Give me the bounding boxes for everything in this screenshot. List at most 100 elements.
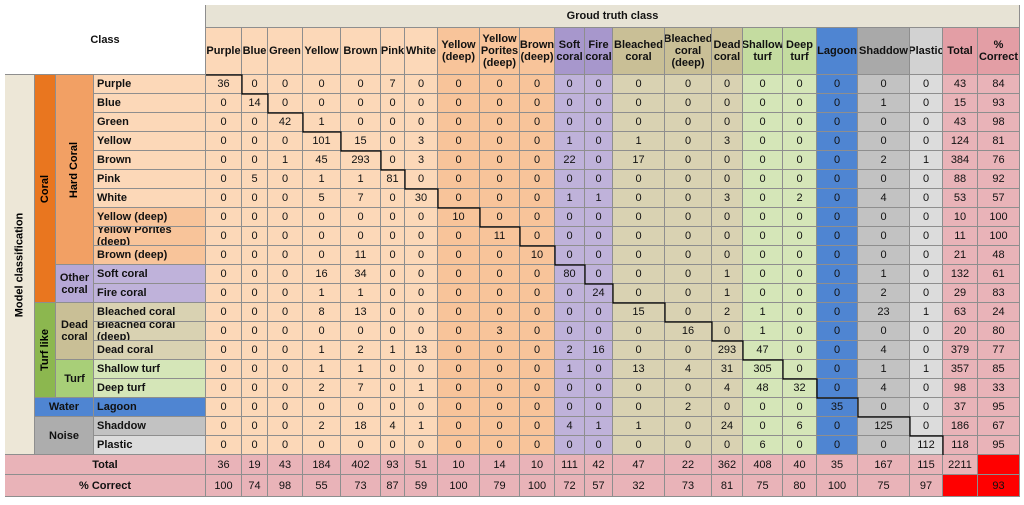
table-cell: 0 (206, 360, 242, 379)
table-cell: 0 (743, 170, 783, 189)
table-cell: 93 (978, 94, 1020, 113)
table-cell: 3 (405, 151, 438, 170)
table-cell: 0 (712, 322, 743, 341)
totals-cell: 10 (520, 455, 555, 475)
table-cell: 88 (943, 170, 978, 189)
table-cell: 0 (743, 208, 783, 227)
table-cell: 357 (943, 360, 978, 379)
table-cell: 0 (665, 170, 712, 189)
table-cell: 0 (743, 417, 783, 436)
percent-cell: 100 (438, 475, 480, 497)
table-cell: 61 (978, 265, 1020, 284)
row-label: Shallow turf (94, 360, 206, 379)
table-cell: 0 (438, 75, 480, 94)
table-cell: 0 (555, 170, 585, 189)
percent-cell: 97 (910, 475, 943, 497)
table-cell: 1 (555, 360, 585, 379)
table-cell: 0 (438, 341, 480, 360)
table-cell: 0 (438, 265, 480, 284)
table-cell: 125 (858, 417, 910, 436)
table-cell: 0 (712, 75, 743, 94)
table-cell: 4 (381, 417, 405, 436)
table-cell: 42 (268, 113, 303, 132)
table-cell: 0 (206, 303, 242, 322)
table-cell: 95 (978, 436, 1020, 455)
table-cell: 293 (712, 341, 743, 360)
table-cell: 0 (613, 246, 665, 265)
table-cell: 0 (520, 208, 555, 227)
table-cell: 0 (665, 379, 712, 398)
table-cell: 6 (783, 417, 817, 436)
table-cell: 0 (520, 284, 555, 303)
table-cell: 35 (817, 398, 858, 417)
table-cell: 0 (585, 151, 613, 170)
table-cell: 0 (585, 265, 613, 284)
table-cell: 4 (665, 360, 712, 379)
column-header: Pink (381, 28, 405, 75)
totals-cell: 111 (555, 455, 585, 475)
table-cell: 0 (438, 284, 480, 303)
table-cell: 0 (520, 360, 555, 379)
table-cell: 47 (743, 341, 783, 360)
table-cell: 0 (585, 132, 613, 151)
subgroup-label: Other coral (56, 265, 94, 303)
table-cell: 0 (381, 151, 405, 170)
table-cell: 17 (613, 151, 665, 170)
table-cell: 0 (613, 189, 665, 208)
table-cell: 0 (242, 246, 268, 265)
row-label: Blue (94, 94, 206, 113)
table-cell: 0 (206, 322, 242, 341)
table-cell: 0 (910, 189, 943, 208)
table-cell: 0 (242, 189, 268, 208)
table-cell: 0 (585, 170, 613, 189)
table-cell: 0 (341, 94, 381, 113)
table-cell: 0 (242, 322, 268, 341)
percent-cell: 55 (303, 475, 341, 497)
table-cell: 32 (783, 379, 817, 398)
table-cell: 0 (381, 94, 405, 113)
table-cell: 1 (910, 360, 943, 379)
table-cell: 21 (943, 246, 978, 265)
table-cell: 0 (520, 398, 555, 417)
table-cell: 0 (555, 113, 585, 132)
table-cell: 0 (712, 113, 743, 132)
table-cell: 0 (268, 75, 303, 94)
table-cell: 0 (783, 227, 817, 246)
table-cell: 0 (743, 246, 783, 265)
table-cell: 16 (665, 322, 712, 341)
table-cell: 0 (303, 398, 341, 417)
table-cell: 5 (303, 189, 341, 208)
table-cell: 0 (743, 398, 783, 417)
table-cell: 0 (585, 360, 613, 379)
table-cell: 1 (858, 360, 910, 379)
table-cell: 0 (268, 284, 303, 303)
row-label: Soft coral (94, 265, 206, 284)
table-cell: 0 (743, 284, 783, 303)
table-cell: 0 (613, 170, 665, 189)
subgroup-label: Turf (56, 360, 94, 398)
table-cell: 0 (480, 417, 520, 436)
table-cell: 0 (206, 246, 242, 265)
table-cell: 0 (268, 94, 303, 113)
table-cell: 0 (613, 341, 665, 360)
table-cell: 0 (480, 189, 520, 208)
table-cell: 16 (303, 265, 341, 284)
percent-cell: 100 (206, 475, 242, 497)
column-header: Brown (deep) (520, 28, 555, 75)
table-cell: 0 (555, 227, 585, 246)
table-cell: 1 (743, 303, 783, 322)
table-cell: 7 (381, 75, 405, 94)
totals-cell: 51 (405, 455, 438, 475)
table-cell: 0 (910, 246, 943, 265)
row-label: White (94, 189, 206, 208)
totals-cell: 35 (817, 455, 858, 475)
percent-cell: 100 (817, 475, 858, 497)
table-cell: 63 (943, 303, 978, 322)
table-cell: 0 (242, 151, 268, 170)
table-cell: 1 (303, 113, 341, 132)
table-cell: 0 (783, 170, 817, 189)
table-cell: 0 (817, 322, 858, 341)
table-cell: 0 (405, 284, 438, 303)
table-cell: 0 (206, 341, 242, 360)
table-cell: 0 (381, 227, 405, 246)
